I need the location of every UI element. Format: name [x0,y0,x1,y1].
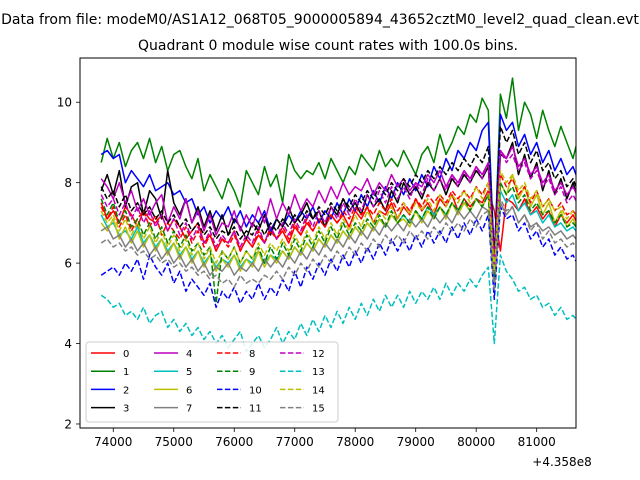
figure-suptitle: Data from file: modeM0/AS1A12_068T05_900… [1,12,639,28]
x-tick-label: 78000 [336,435,374,449]
legend-box [85,341,339,423]
series-line-10 [100,206,576,309]
y-axis: 2 4 6 8 10 [57,96,80,431]
y-tick-label: 10 [57,96,72,110]
series-line-11 [100,125,576,256]
x-offset-label: +4.358e8 [532,455,591,469]
legend-label-10: 10 [249,385,262,396]
plot-title: Quadrant 0 module wise count rates with … [138,38,518,54]
x-tick-label: 77000 [276,435,314,449]
plot-area: 74000 75000 76000 77000 78000 79000 80000 81000… [57,57,592,469]
series-line-7 [100,202,576,284]
legend-label-14: 14 [312,385,325,396]
series-line-14 [100,169,576,272]
x-axis: 74000 75000 76000 77000 78000 79000 80000 81000 [94,428,556,449]
x-tick-label: 76000 [215,435,253,449]
series-line-15 [100,198,576,293]
x-tick-label: 80000 [457,435,495,449]
x-tick-label: 74000 [94,435,132,449]
series-line-1 [100,77,576,264]
series-line-4 [100,145,576,268]
series-line-3 [100,141,576,272]
y-tick-label: 4 [64,337,72,351]
x-tick-label: 75000 [155,435,193,449]
legend-label-15: 15 [312,404,325,415]
axes-frame [79,57,577,429]
x-tick-label: 81000 [518,435,556,449]
series-line-9 [100,181,576,305]
legend-label-4: 4 [186,349,192,360]
legend-label-6: 6 [186,385,192,396]
legend-label-12: 12 [312,349,325,360]
series-line-6 [100,173,576,276]
legend-label-7: 7 [186,404,192,415]
legend-label-3: 3 [123,404,129,415]
y-tick-label: 2 [64,417,72,431]
series-line-13 [100,254,576,353]
series-line-8 [100,173,576,268]
y-tick-label: 8 [64,176,72,190]
legend-label-11: 11 [249,404,262,415]
legend-label-2: 2 [123,385,129,396]
legend-label-8: 8 [249,349,255,360]
legend-label-5: 5 [186,367,192,378]
x-tick-label: 79000 [397,435,435,449]
series-layer [100,77,576,353]
legend-label-13: 13 [312,367,325,378]
legend-label-1: 1 [123,367,129,378]
series-line-12 [100,149,576,264]
legend-label-9: 9 [249,367,255,378]
legend-label-0: 0 [123,349,129,360]
y-tick-label: 6 [64,257,72,271]
